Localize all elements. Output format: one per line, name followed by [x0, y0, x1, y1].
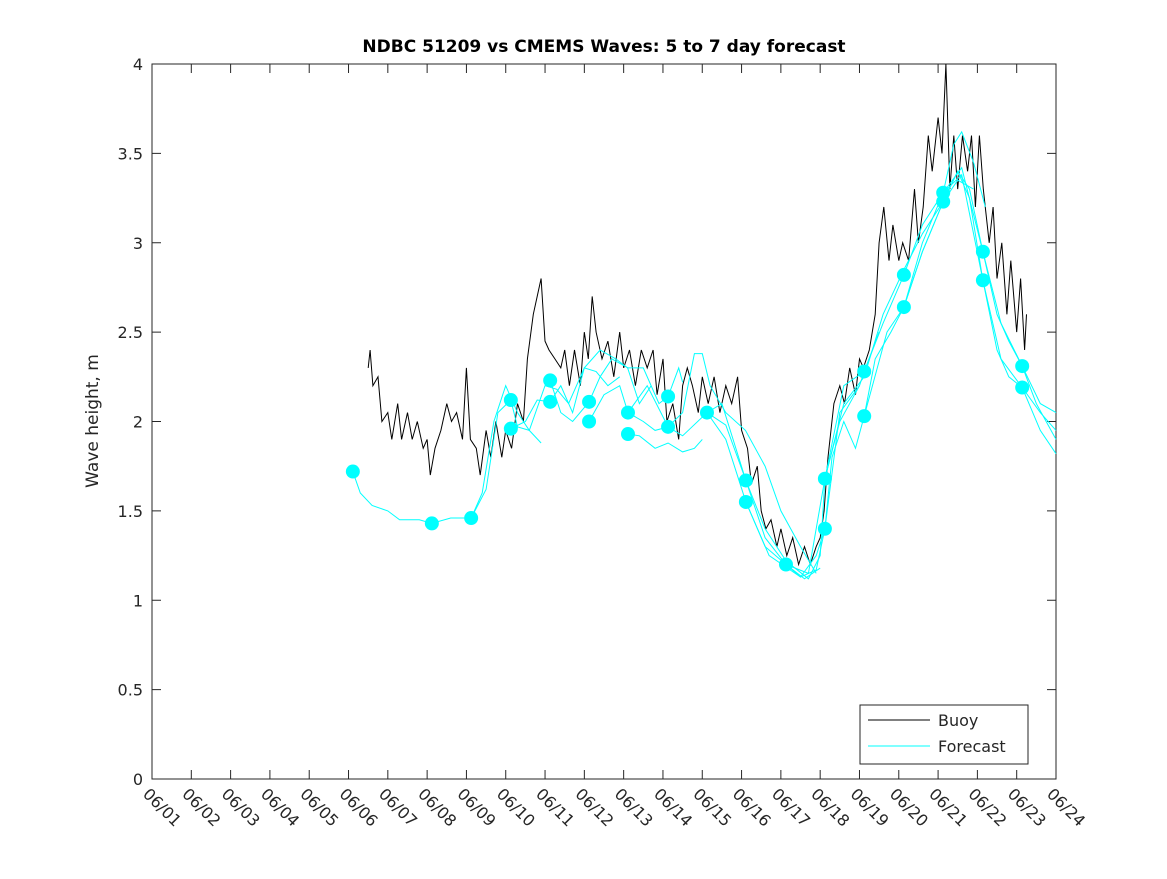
- forecast-line: [942, 173, 1057, 431]
- forecast-marker: [464, 511, 479, 526]
- forecast-marker: [896, 267, 911, 282]
- forecast-line: [588, 353, 817, 574]
- plot-area: [151, 63, 1057, 780]
- forecast-marker: [817, 521, 832, 536]
- forecast-marker: [503, 421, 518, 436]
- forecast-marker: [582, 414, 597, 429]
- forecast-marker: [857, 409, 872, 424]
- legend-box: [859, 704, 1029, 765]
- y-tick-label: 1: [133, 591, 143, 610]
- legend-forecast-label: Forecast: [938, 737, 1006, 756]
- forecast-marker: [345, 464, 360, 479]
- forecast-line: [706, 385, 860, 578]
- forecast-line: [627, 433, 703, 453]
- forecast-marker: [1015, 380, 1030, 395]
- forecast-marker: [620, 405, 635, 420]
- y-tick-label: 4: [133, 55, 143, 74]
- y-tick-label: 2.5: [118, 323, 143, 342]
- forecast-marker: [738, 473, 753, 488]
- forecast-marker: [424, 516, 439, 531]
- forecast-marker: [503, 393, 518, 408]
- forecast-line: [470, 367, 621, 519]
- y-axis-label: Wave height, m: [83, 354, 103, 488]
- forecast-marker: [817, 471, 832, 486]
- forecast-marker: [661, 389, 676, 404]
- series-layer: [345, 63, 1057, 580]
- legend: Buoy Forecast: [859, 704, 1029, 765]
- legend-buoy-label: Buoy: [938, 711, 978, 730]
- y-tick-label: 0: [133, 770, 143, 789]
- buoy-line: [367, 63, 1027, 567]
- forecast-line: [510, 349, 652, 430]
- forecast-marker: [543, 373, 558, 388]
- y-tick-label: 0.5: [118, 681, 143, 700]
- forecast-marker: [582, 394, 597, 409]
- forecast-marker: [778, 557, 793, 572]
- y-tick-label: 1.5: [118, 502, 143, 521]
- forecast-marker: [543, 394, 558, 409]
- forecast-marker: [661, 419, 676, 434]
- forecast-marker: [857, 364, 872, 379]
- y-tick-label: 3: [133, 234, 143, 253]
- forecast-marker: [1015, 359, 1030, 374]
- forecast-marker: [738, 494, 753, 509]
- forecast-marker: [699, 405, 714, 420]
- y-tick-label: 3.5: [118, 144, 143, 163]
- forecast-marker: [936, 194, 951, 209]
- y-tick-label: 2: [133, 413, 143, 432]
- forecast-marker: [975, 244, 990, 259]
- forecast-marker: [896, 300, 911, 315]
- forecast-marker: [975, 273, 990, 288]
- chart-title: NDBC 51209 vs CMEMS Waves: 5 to 7 day fo…: [362, 37, 845, 57]
- forecast-marker: [620, 427, 635, 442]
- forecast-line: [706, 331, 880, 580]
